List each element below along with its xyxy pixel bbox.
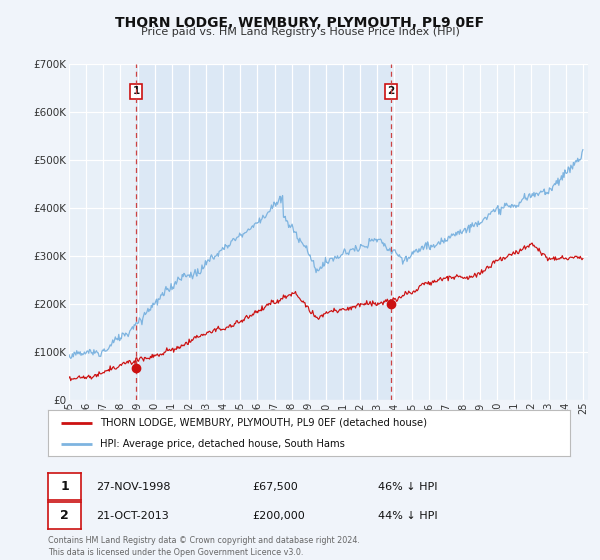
Text: 1: 1: [60, 480, 69, 493]
Text: 2: 2: [388, 86, 395, 96]
Bar: [136, 64, 391, 400]
Text: 2: 2: [60, 509, 69, 522]
Text: £67,500: £67,500: [252, 482, 298, 492]
Text: Price paid vs. HM Land Registry's House Price Index (HPI): Price paid vs. HM Land Registry's House …: [140, 27, 460, 37]
Text: THORN LODGE, WEMBURY, PLYMOUTH, PL9 0EF: THORN LODGE, WEMBURY, PLYMOUTH, PL9 0EF: [115, 16, 485, 30]
Text: 44% ↓ HPI: 44% ↓ HPI: [378, 511, 437, 521]
Text: HPI: Average price, detached house, South Hams: HPI: Average price, detached house, Sout…: [100, 439, 345, 449]
Text: 27-NOV-1998: 27-NOV-1998: [96, 482, 170, 492]
Text: 21-OCT-2013: 21-OCT-2013: [96, 511, 169, 521]
Text: Contains HM Land Registry data © Crown copyright and database right 2024.
This d: Contains HM Land Registry data © Crown c…: [48, 536, 360, 557]
Text: £200,000: £200,000: [252, 511, 305, 521]
Text: 46% ↓ HPI: 46% ↓ HPI: [378, 482, 437, 492]
Text: THORN LODGE, WEMBURY, PLYMOUTH, PL9 0EF (detached house): THORN LODGE, WEMBURY, PLYMOUTH, PL9 0EF …: [100, 418, 427, 428]
Text: 1: 1: [133, 86, 140, 96]
